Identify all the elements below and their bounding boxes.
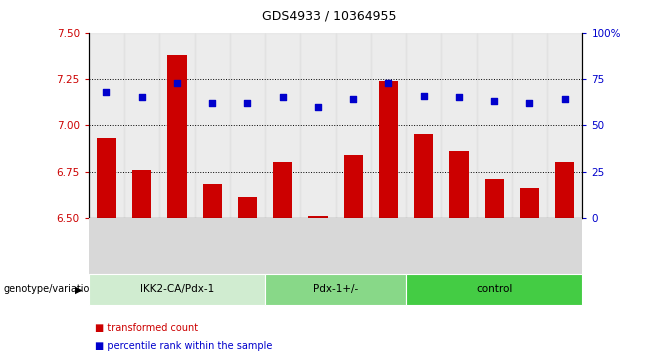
Bar bbox=[230, 33, 265, 218]
Point bbox=[101, 89, 112, 95]
Text: ■ percentile rank within the sample: ■ percentile rank within the sample bbox=[95, 341, 273, 351]
Bar bbox=[414, 134, 434, 218]
Text: GDS4933 / 10364955: GDS4933 / 10364955 bbox=[262, 9, 396, 22]
Text: ■ transformed count: ■ transformed count bbox=[95, 323, 199, 333]
Text: control: control bbox=[476, 285, 513, 294]
Point bbox=[489, 98, 499, 104]
Bar bbox=[371, 33, 406, 218]
Point bbox=[524, 100, 535, 106]
Point bbox=[348, 97, 359, 102]
Bar bbox=[265, 33, 300, 218]
Bar bbox=[132, 170, 151, 218]
Bar bbox=[203, 184, 222, 218]
Bar bbox=[273, 162, 292, 218]
Bar bbox=[555, 162, 574, 218]
Text: Pdx-1+/-: Pdx-1+/- bbox=[313, 285, 358, 294]
Bar bbox=[449, 151, 468, 218]
Point bbox=[418, 93, 429, 98]
Point bbox=[207, 100, 217, 106]
Bar bbox=[124, 33, 159, 218]
Bar bbox=[484, 179, 504, 218]
Bar bbox=[97, 138, 116, 218]
Bar bbox=[89, 33, 124, 218]
Bar bbox=[300, 33, 336, 218]
Point bbox=[383, 80, 393, 86]
Point bbox=[278, 95, 288, 101]
Bar bbox=[547, 33, 582, 218]
Bar bbox=[476, 33, 512, 218]
Text: ▶: ▶ bbox=[75, 285, 82, 294]
Bar bbox=[159, 33, 195, 218]
Bar bbox=[343, 155, 363, 218]
Bar bbox=[512, 33, 547, 218]
Point bbox=[172, 80, 182, 86]
Bar bbox=[238, 197, 257, 218]
Point bbox=[136, 95, 147, 101]
Bar bbox=[308, 216, 328, 218]
Bar bbox=[442, 33, 476, 218]
Point bbox=[313, 104, 323, 110]
Bar bbox=[406, 33, 442, 218]
Text: genotype/variation: genotype/variation bbox=[3, 285, 96, 294]
Bar bbox=[195, 33, 230, 218]
Text: IKK2-CA/Pdx-1: IKK2-CA/Pdx-1 bbox=[140, 285, 214, 294]
Bar bbox=[167, 55, 187, 218]
Point bbox=[559, 97, 570, 102]
Bar bbox=[336, 33, 371, 218]
Point bbox=[242, 100, 253, 106]
Point bbox=[454, 95, 465, 101]
Bar bbox=[379, 81, 398, 218]
Bar bbox=[520, 188, 539, 218]
